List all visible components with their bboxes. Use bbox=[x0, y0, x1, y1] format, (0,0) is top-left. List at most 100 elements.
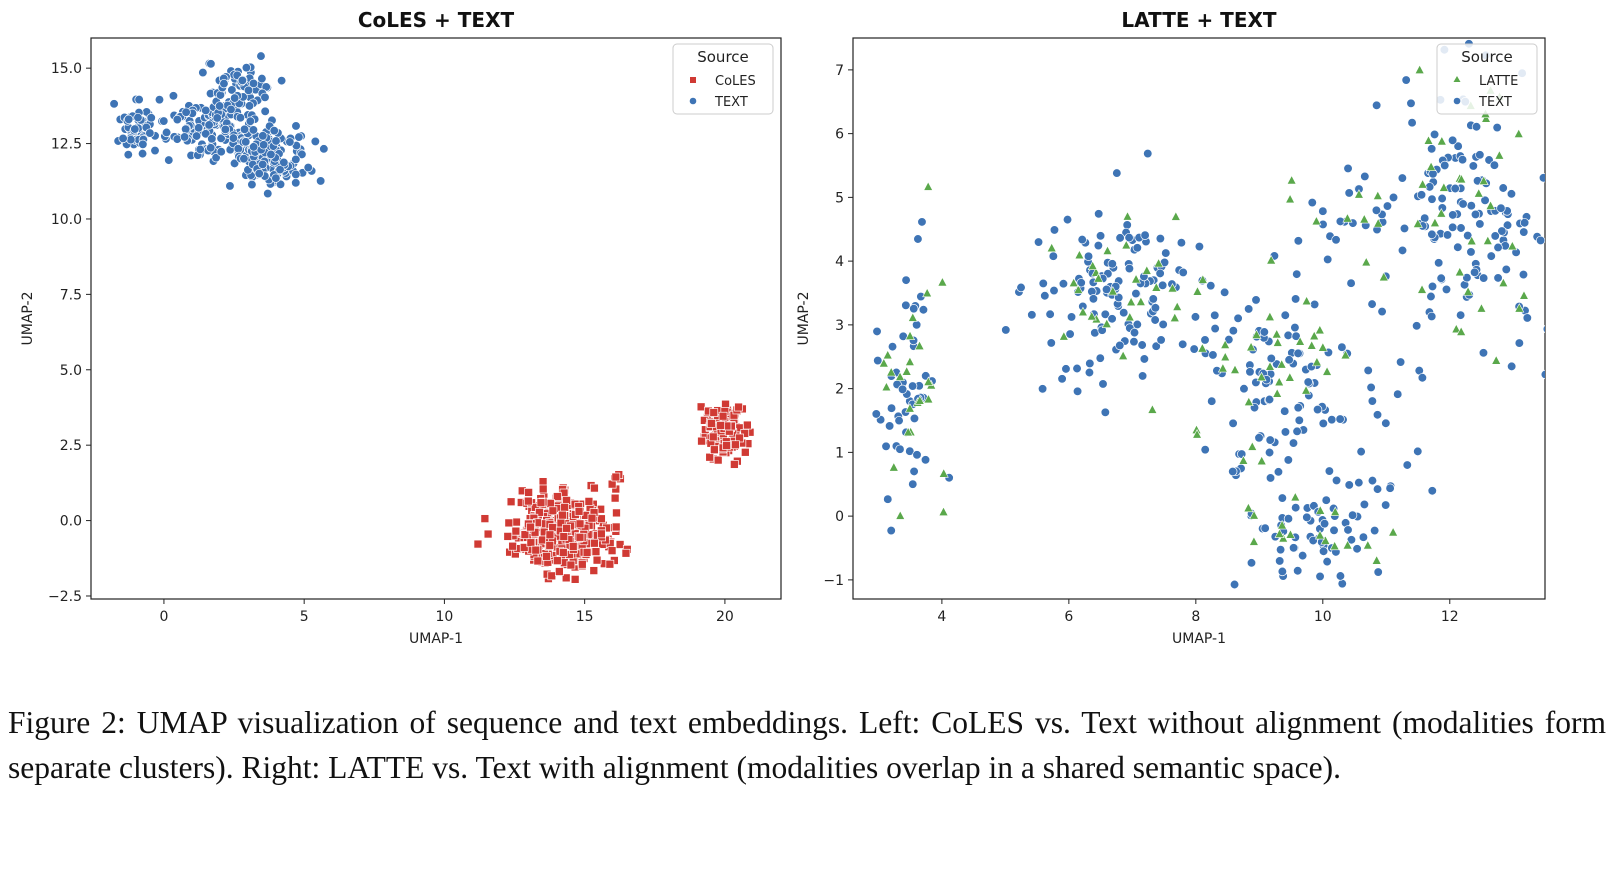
point-text bbox=[229, 158, 240, 169]
point-text bbox=[133, 112, 143, 123]
point-coles bbox=[545, 498, 555, 508]
y-tick-label: 1 bbox=[835, 445, 844, 461]
point-latte bbox=[1436, 135, 1447, 146]
point-text bbox=[243, 85, 254, 95]
point-coles bbox=[538, 484, 548, 494]
point-latte bbox=[1456, 173, 1467, 184]
point-text bbox=[1292, 269, 1302, 279]
point-text bbox=[216, 147, 226, 157]
point-text bbox=[1315, 571, 1325, 582]
point-text bbox=[887, 341, 898, 352]
point-coles bbox=[718, 411, 728, 421]
point-latte bbox=[881, 381, 892, 392]
point-text bbox=[1347, 510, 1358, 520]
point-text bbox=[1456, 223, 1466, 233]
point-text bbox=[294, 132, 304, 142]
point-text bbox=[1065, 329, 1075, 339]
point-text bbox=[1288, 438, 1299, 448]
point-text bbox=[1049, 285, 1059, 296]
point-text bbox=[1206, 281, 1216, 291]
point-text bbox=[1453, 141, 1463, 151]
point-text bbox=[1150, 303, 1161, 313]
point-text bbox=[138, 139, 148, 149]
point-latte bbox=[1068, 277, 1079, 287]
point-text bbox=[1439, 11, 1448, 20]
point-latte bbox=[1107, 285, 1118, 296]
point-latte bbox=[1272, 388, 1283, 398]
point-text bbox=[230, 93, 240, 103]
point-text bbox=[1200, 335, 1210, 345]
point-text bbox=[310, 136, 320, 147]
point-text bbox=[1001, 325, 1011, 335]
point-latte bbox=[1301, 295, 1312, 306]
point-text bbox=[1137, 371, 1148, 381]
point-latte bbox=[1285, 529, 1296, 539]
point-latte bbox=[888, 462, 899, 472]
point-text bbox=[1208, 350, 1218, 360]
point-text bbox=[1363, 365, 1373, 376]
point-coles bbox=[557, 510, 567, 520]
point-latte bbox=[1276, 359, 1287, 369]
legend-label-latte: LATTE bbox=[1479, 74, 1518, 89]
point-text bbox=[1448, 210, 1458, 220]
point-text bbox=[1207, 396, 1217, 406]
point-text bbox=[319, 144, 329, 154]
point-latte bbox=[1456, 326, 1467, 336]
point-latte bbox=[1340, 349, 1351, 360]
point-text bbox=[1359, 499, 1370, 510]
x-tick-label: 15 bbox=[576, 609, 594, 625]
point-text bbox=[134, 94, 144, 105]
point-text bbox=[1493, 273, 1503, 283]
point-text bbox=[1308, 535, 1318, 546]
point-text bbox=[1264, 394, 1275, 405]
point-latte bbox=[1314, 324, 1325, 335]
point-latte bbox=[923, 376, 934, 386]
point-text bbox=[1412, 321, 1422, 331]
point-text bbox=[1293, 236, 1304, 246]
point-text bbox=[316, 176, 326, 186]
point-coles bbox=[523, 496, 533, 506]
point-text bbox=[241, 137, 251, 147]
point-coles bbox=[520, 530, 530, 539]
point-latte bbox=[1249, 510, 1260, 520]
point-text bbox=[207, 134, 217, 144]
point-text bbox=[1098, 379, 1108, 389]
y-tick-label: 10.0 bbox=[51, 212, 82, 228]
point-latte bbox=[1378, 271, 1389, 282]
point-text bbox=[1210, 310, 1220, 320]
chart-title: CoLES + TEXT bbox=[358, 8, 515, 32]
point-latte bbox=[1238, 455, 1249, 465]
point-coles bbox=[570, 574, 580, 584]
y-tick-label: 3 bbox=[835, 318, 844, 334]
point-text bbox=[1066, 312, 1077, 322]
point-coles bbox=[607, 546, 617, 555]
point-text bbox=[1085, 358, 1095, 369]
point-text bbox=[1280, 427, 1291, 437]
point-coles bbox=[722, 441, 731, 450]
point-coles bbox=[552, 556, 562, 566]
legend-marker-text bbox=[689, 97, 697, 105]
point-latte bbox=[1248, 536, 1259, 546]
point-text bbox=[1367, 299, 1377, 309]
point-text bbox=[1084, 367, 1095, 378]
point-text bbox=[201, 105, 211, 116]
legend-marker-coles bbox=[690, 77, 696, 83]
point-latte bbox=[1230, 364, 1240, 374]
point-text bbox=[1228, 326, 1238, 336]
point-text bbox=[1095, 353, 1105, 363]
point-coles bbox=[548, 506, 558, 516]
point-text bbox=[201, 129, 211, 139]
point-text bbox=[1124, 263, 1135, 274]
point-text bbox=[291, 178, 301, 188]
point-coles bbox=[589, 566, 599, 575]
point-text bbox=[216, 133, 226, 144]
point-latte bbox=[1147, 404, 1158, 414]
point-text bbox=[1427, 144, 1437, 154]
series-latte bbox=[878, 64, 1529, 565]
point-coles bbox=[512, 517, 521, 527]
plot-frame bbox=[852, 37, 1546, 600]
point-coles bbox=[560, 502, 570, 512]
point-latte bbox=[1426, 161, 1437, 171]
point-text bbox=[1132, 243, 1142, 253]
point-text bbox=[1275, 556, 1285, 566]
